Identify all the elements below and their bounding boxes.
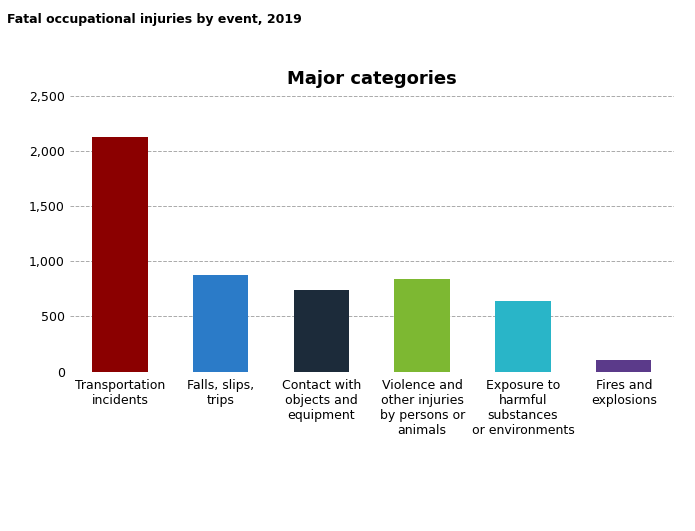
- Bar: [395, 279, 450, 372]
- Bar: [496, 301, 550, 372]
- Bar: [193, 275, 248, 372]
- Bar: [92, 138, 147, 372]
- Bar: [596, 361, 651, 372]
- Bar: [294, 290, 349, 372]
- Title: Major categories: Major categories: [287, 71, 457, 89]
- Text: Fatal occupational injuries by event, 2019: Fatal occupational injuries by event, 20…: [7, 13, 302, 26]
